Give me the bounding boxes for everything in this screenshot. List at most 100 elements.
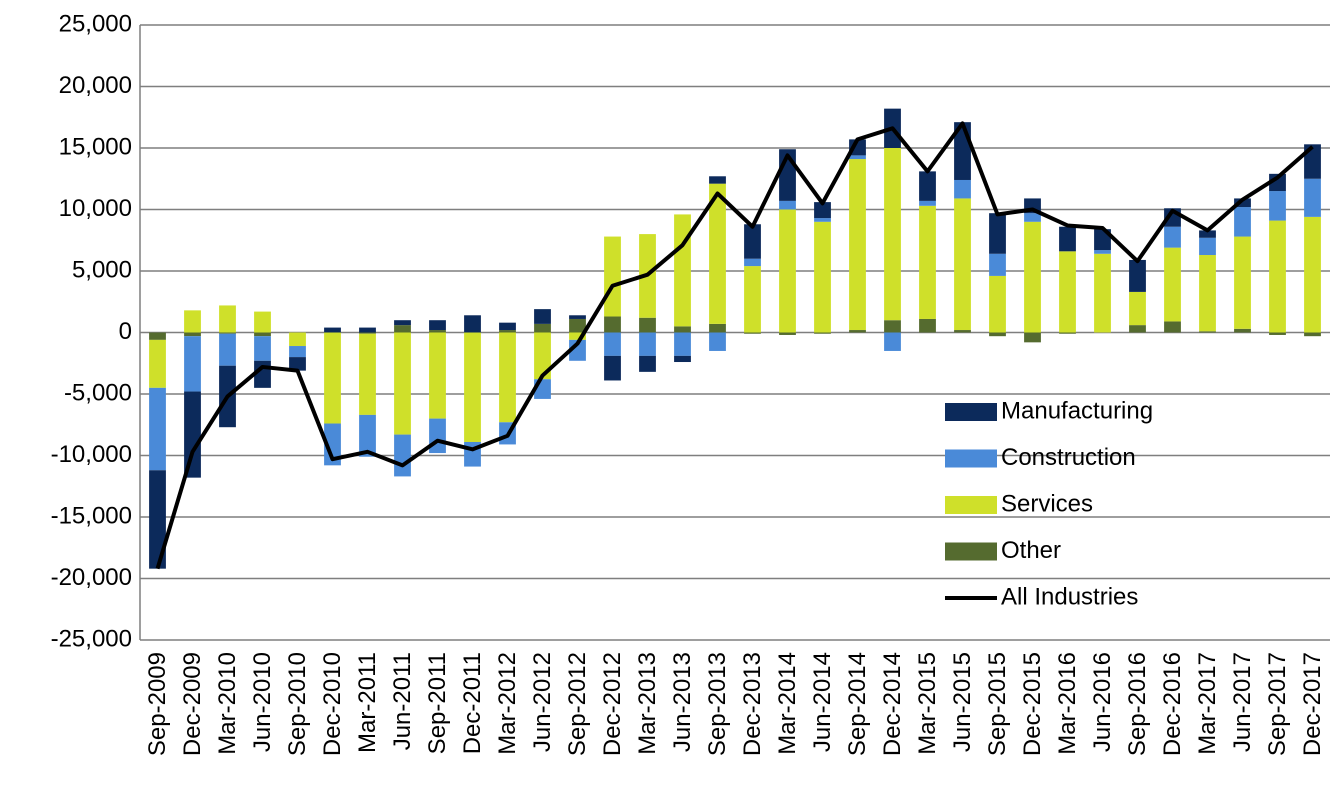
bar-segment <box>149 332 166 340</box>
bar-segment <box>849 159 866 331</box>
bar-segment <box>674 355 691 363</box>
x-tick-label: Jun-2016 <box>1089 652 1116 752</box>
bar-segment <box>219 305 236 333</box>
x-tick-label: Dec-2012 <box>599 652 626 756</box>
bar-segment <box>954 330 971 333</box>
legend-swatch <box>945 542 997 561</box>
bar-segment <box>639 332 656 356</box>
bar-segment <box>464 332 481 442</box>
x-tick-label: Mar-2017 <box>1194 652 1221 755</box>
y-tick-label: -15,000 <box>51 502 132 529</box>
bar-segment <box>394 332 411 435</box>
bar-segment <box>499 330 516 333</box>
x-tick-label: Sep-2015 <box>984 652 1011 756</box>
x-tick-label: Sep-2012 <box>564 652 591 756</box>
bar-segment <box>324 423 341 466</box>
bar-segment <box>1199 331 1216 333</box>
bar-segment <box>1094 250 1111 254</box>
bar-segment <box>464 315 481 333</box>
y-tick-label: 0 <box>119 318 132 345</box>
x-tick-label: Mar-2013 <box>634 652 661 755</box>
bar-segment <box>744 332 761 334</box>
bar-segment <box>184 310 201 333</box>
x-tick-label: Mar-2010 <box>214 652 241 755</box>
y-tick-label: 10,000 <box>59 195 132 222</box>
bar-segment <box>1234 198 1251 208</box>
bar-segment <box>184 332 201 337</box>
bar-segment <box>359 414 376 457</box>
bar-segment <box>429 332 446 419</box>
x-tick-label: Sep-2016 <box>1124 652 1151 756</box>
legend-label: Manufacturing <box>1001 397 1153 424</box>
bar-segment <box>1129 259 1146 292</box>
x-tick-label: Jun-2011 <box>389 652 416 750</box>
x-tick-label: Jun-2015 <box>949 652 976 752</box>
bar-segment <box>254 311 271 333</box>
bar-segment <box>569 318 586 333</box>
bar-segment <box>324 332 341 424</box>
legend-label: All Industries <box>1001 583 1138 610</box>
bar-segment <box>779 200 796 210</box>
bar-segment <box>1094 253 1111 333</box>
bar-segment <box>744 266 761 333</box>
bar-segment <box>709 183 726 324</box>
bar-segment <box>1164 226 1181 248</box>
x-tick-label: Jun-2017 <box>1229 652 1256 752</box>
x-tick-label: Mar-2016 <box>1054 652 1081 755</box>
bar-segment <box>814 332 831 334</box>
bar-segment <box>604 316 621 333</box>
bar-segment <box>184 391 201 478</box>
x-tick-label: Mar-2012 <box>494 652 521 755</box>
bar-segment <box>709 332 726 351</box>
bar-segment <box>1024 213 1041 222</box>
bar-segment <box>394 325 411 333</box>
bar-segment <box>954 179 971 199</box>
bar-segment <box>919 205 936 319</box>
legend-swatch <box>945 403 997 421</box>
legend-label: Construction <box>1001 444 1136 471</box>
bar-segment <box>534 332 551 380</box>
bar-segment <box>989 213 1006 254</box>
bar-segment <box>1199 237 1216 256</box>
x-tick-label: Sep-2017 <box>1264 652 1291 756</box>
bar-segment <box>639 317 656 333</box>
legend-label: Services <box>1001 490 1093 517</box>
x-tick-label: Mar-2014 <box>774 652 801 755</box>
bar-segment <box>814 221 831 333</box>
bar-segment <box>569 332 586 340</box>
bar-segment <box>1059 226 1076 252</box>
bar-segment <box>219 333 236 366</box>
bar-segment <box>499 322 516 331</box>
y-tick-label: 5,000 <box>72 256 132 283</box>
bar-segment <box>1059 251 1076 333</box>
bar-segment <box>919 171 936 201</box>
y-tick-label: -5,000 <box>64 379 132 406</box>
bar-segment <box>394 434 411 477</box>
bar-segment <box>324 327 341 333</box>
bar-segment <box>989 332 1006 337</box>
bar-segment <box>1199 255 1216 332</box>
bar-segment <box>604 332 621 356</box>
x-tick-label: Sep-2010 <box>284 652 311 756</box>
bar-segment <box>254 332 271 337</box>
x-tick-label: Jun-2013 <box>669 652 696 752</box>
bar-segment <box>289 332 306 347</box>
bar-segment <box>989 253 1006 276</box>
x-tick-label: Sep-2011 <box>424 652 451 754</box>
bar-segment <box>289 357 306 371</box>
bar-segment <box>674 326 691 333</box>
bar-segment <box>639 355 656 372</box>
x-tick-label: Dec-2014 <box>879 652 906 756</box>
bar-segment <box>1059 332 1076 334</box>
bar-segment <box>1304 178 1321 217</box>
bar-segment <box>1164 247 1181 322</box>
x-tick-label: Dec-2010 <box>319 652 346 756</box>
line-series <box>155 121 1314 570</box>
bar-segment <box>1304 332 1321 337</box>
bar-segment <box>709 176 726 184</box>
bar-segment <box>1199 230 1216 238</box>
bar-segment <box>149 387 166 471</box>
bar-segment <box>1269 191 1286 221</box>
bar-segment <box>884 320 901 333</box>
